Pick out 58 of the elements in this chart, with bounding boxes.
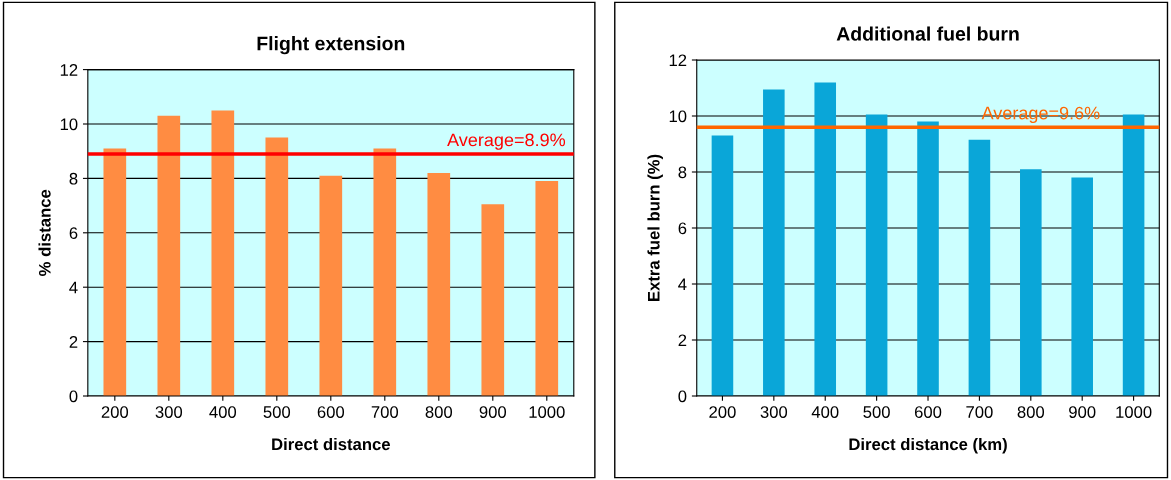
- chart-title: Flight extension: [257, 36, 405, 55]
- bar: [968, 139, 991, 396]
- x-axis-title: Direct distance: [272, 437, 390, 451]
- bar: [763, 89, 785, 396]
- x-tick-label: 600: [914, 406, 942, 418]
- x-tick-label: 400: [811, 406, 839, 418]
- x-tick-label: 200: [101, 406, 129, 418]
- bar: [481, 204, 505, 396]
- y-tick-label: 2: [678, 334, 687, 347]
- bar: [211, 110, 235, 396]
- bar: [711, 135, 734, 396]
- chart-title: Additional fuel burn: [836, 26, 1019, 41]
- x-tick-label: 500: [863, 406, 890, 418]
- x-tick-label: 1000: [529, 406, 565, 418]
- x-tick-label: 300: [155, 406, 183, 418]
- y-tick-label: 6: [69, 227, 78, 239]
- x-tick-label: 200: [709, 406, 736, 418]
- x-tick-label: 700: [371, 406, 399, 418]
- ref-line-label: Average=9.6%: [981, 106, 1100, 123]
- y-tick-label: 4: [69, 281, 78, 294]
- y-tick-label: 6: [678, 222, 687, 235]
- x-tick-label: 900: [479, 406, 507, 418]
- bar: [373, 148, 397, 396]
- y-axis-title: % distance: [38, 189, 51, 276]
- y-tick-label: 12: [60, 64, 78, 76]
- bar: [319, 175, 343, 396]
- y-tick-label: 4: [678, 278, 687, 291]
- x-tick-label: 400: [209, 406, 237, 418]
- y-tick-label: 12: [669, 54, 687, 67]
- y-tick-label: 10: [60, 118, 78, 131]
- bar: [1122, 114, 1145, 396]
- bar: [917, 121, 939, 396]
- y-tick-label: 8: [678, 166, 687, 179]
- x-tick-label: 300: [760, 406, 788, 418]
- x-tick-label: 800: [425, 406, 453, 418]
- y-tick-label: 0: [69, 390, 78, 403]
- x-tick-label: 900: [1069, 406, 1096, 418]
- y-tick-label: 8: [69, 172, 78, 185]
- x-tick-label: 800: [1017, 406, 1045, 418]
- ref-line-label: Average=8.9%: [447, 133, 566, 150]
- y-tick-label: 10: [669, 110, 687, 123]
- bar: [1071, 177, 1093, 396]
- y-axis-title: Extra fuel burn (%): [647, 154, 663, 301]
- bar: [265, 137, 289, 396]
- y-tick-label: 0: [678, 390, 687, 403]
- x-tick-label: 600: [317, 406, 345, 418]
- bar: [814, 82, 837, 396]
- bar: [535, 181, 559, 396]
- x-tick-label: 500: [263, 406, 291, 418]
- bar: [865, 114, 888, 396]
- x-axis-title: Direct distance (km): [849, 437, 1007, 454]
- bar: [1020, 169, 1042, 396]
- x-tick-label: 700: [966, 406, 993, 418]
- x-tick-label: 1000: [1116, 406, 1152, 418]
- y-tick-label: 2: [69, 336, 78, 348]
- bar: [157, 115, 181, 396]
- bar: [427, 172, 451, 396]
- bar: [103, 148, 127, 396]
